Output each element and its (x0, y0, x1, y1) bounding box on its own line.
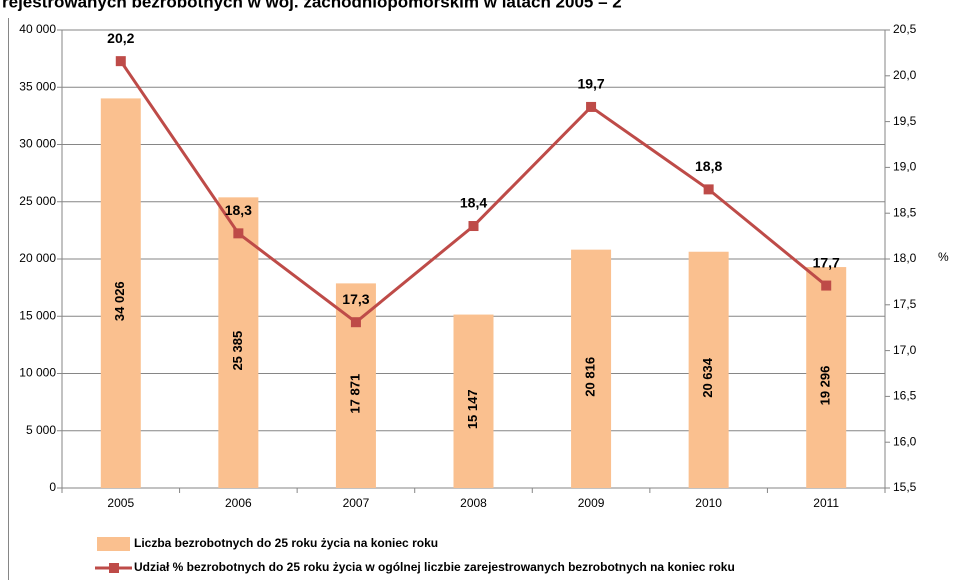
x-tick-label: 2011 (813, 496, 839, 510)
bar-value-label: 20 816 (583, 357, 598, 397)
y2-tick-label: 17,5 (893, 297, 917, 311)
y-tick-label: 30 000 (19, 137, 56, 151)
bar-value-label: 17 871 (347, 374, 362, 414)
line-value-label: 20,2 (107, 30, 134, 46)
bar (218, 197, 259, 489)
x-tick-label: 2005 (107, 496, 134, 510)
bar (806, 267, 847, 488)
y-tick-label: 20 000 (19, 251, 56, 265)
bar (453, 314, 494, 488)
y2-tick-label: 20,0 (893, 68, 917, 82)
line-marker (703, 184, 714, 195)
line-marker (586, 101, 597, 112)
bar (571, 249, 612, 488)
y2-tick-label: 16,0 (893, 434, 917, 448)
x-tick-label: 2006 (225, 496, 252, 510)
line-value-label: 19,7 (577, 76, 604, 92)
line-value-label: 17,3 (342, 291, 369, 307)
bar (688, 251, 729, 488)
line-marker (468, 221, 479, 232)
y2-tick-label: 18,0 (893, 251, 917, 265)
line-value-label: 18,3 (225, 202, 252, 218)
y-tick-label: 10 000 (19, 366, 56, 380)
y2-tick-label: 19,5 (893, 114, 917, 128)
line-marker (350, 317, 361, 328)
x-tick-label: 2007 (343, 496, 370, 510)
y2-axis-label: % (938, 250, 949, 264)
y-tick-label: 15 000 (19, 308, 56, 322)
legend-label: Liczba bezrobotnych do 25 roku życia na … (134, 536, 438, 550)
x-tick-label: 2010 (695, 496, 722, 510)
legend-marker (109, 563, 119, 573)
y2-tick-label: 19,0 (893, 160, 917, 174)
y-tick-label: 40 000 (19, 22, 56, 36)
line-marker (233, 228, 244, 239)
y-tick-label: 5 000 (26, 423, 56, 437)
line-value-label: 18,8 (695, 158, 722, 174)
x-tick-label: 2008 (460, 496, 487, 510)
bar-value-label: 19 296 (818, 366, 833, 406)
legend-swatch (97, 537, 130, 551)
y2-tick-label: 18,5 (893, 205, 917, 219)
line-marker (821, 280, 832, 291)
bar-value-label: 25 385 (230, 331, 245, 371)
bar-value-label: 34 026 (112, 281, 127, 321)
line-value-label: 18,4 (460, 195, 487, 211)
y-tick-label: 25 000 (19, 194, 56, 208)
y2-tick-label: 17,0 (893, 343, 917, 357)
y2-tick-label: 16,5 (893, 389, 917, 403)
bar-value-label: 15 147 (465, 389, 480, 429)
bar-value-label: 20 634 (700, 357, 715, 398)
chart-title: rejestrowanych bezrobotnych w woj. zacho… (2, 0, 622, 11)
bar (100, 98, 141, 489)
y-tick-label: 35 000 (19, 79, 56, 93)
line-marker (115, 56, 126, 67)
y2-tick-label: 15,5 (893, 480, 917, 494)
legend-label: Udział % bezrobotnych do 25 roku życia w… (134, 560, 735, 574)
line-value-label: 17,7 (813, 254, 840, 270)
y2-tick-label: 20,5 (893, 22, 917, 36)
x-tick-label: 2009 (578, 496, 605, 510)
y-tick-label: 0 (49, 480, 56, 494)
